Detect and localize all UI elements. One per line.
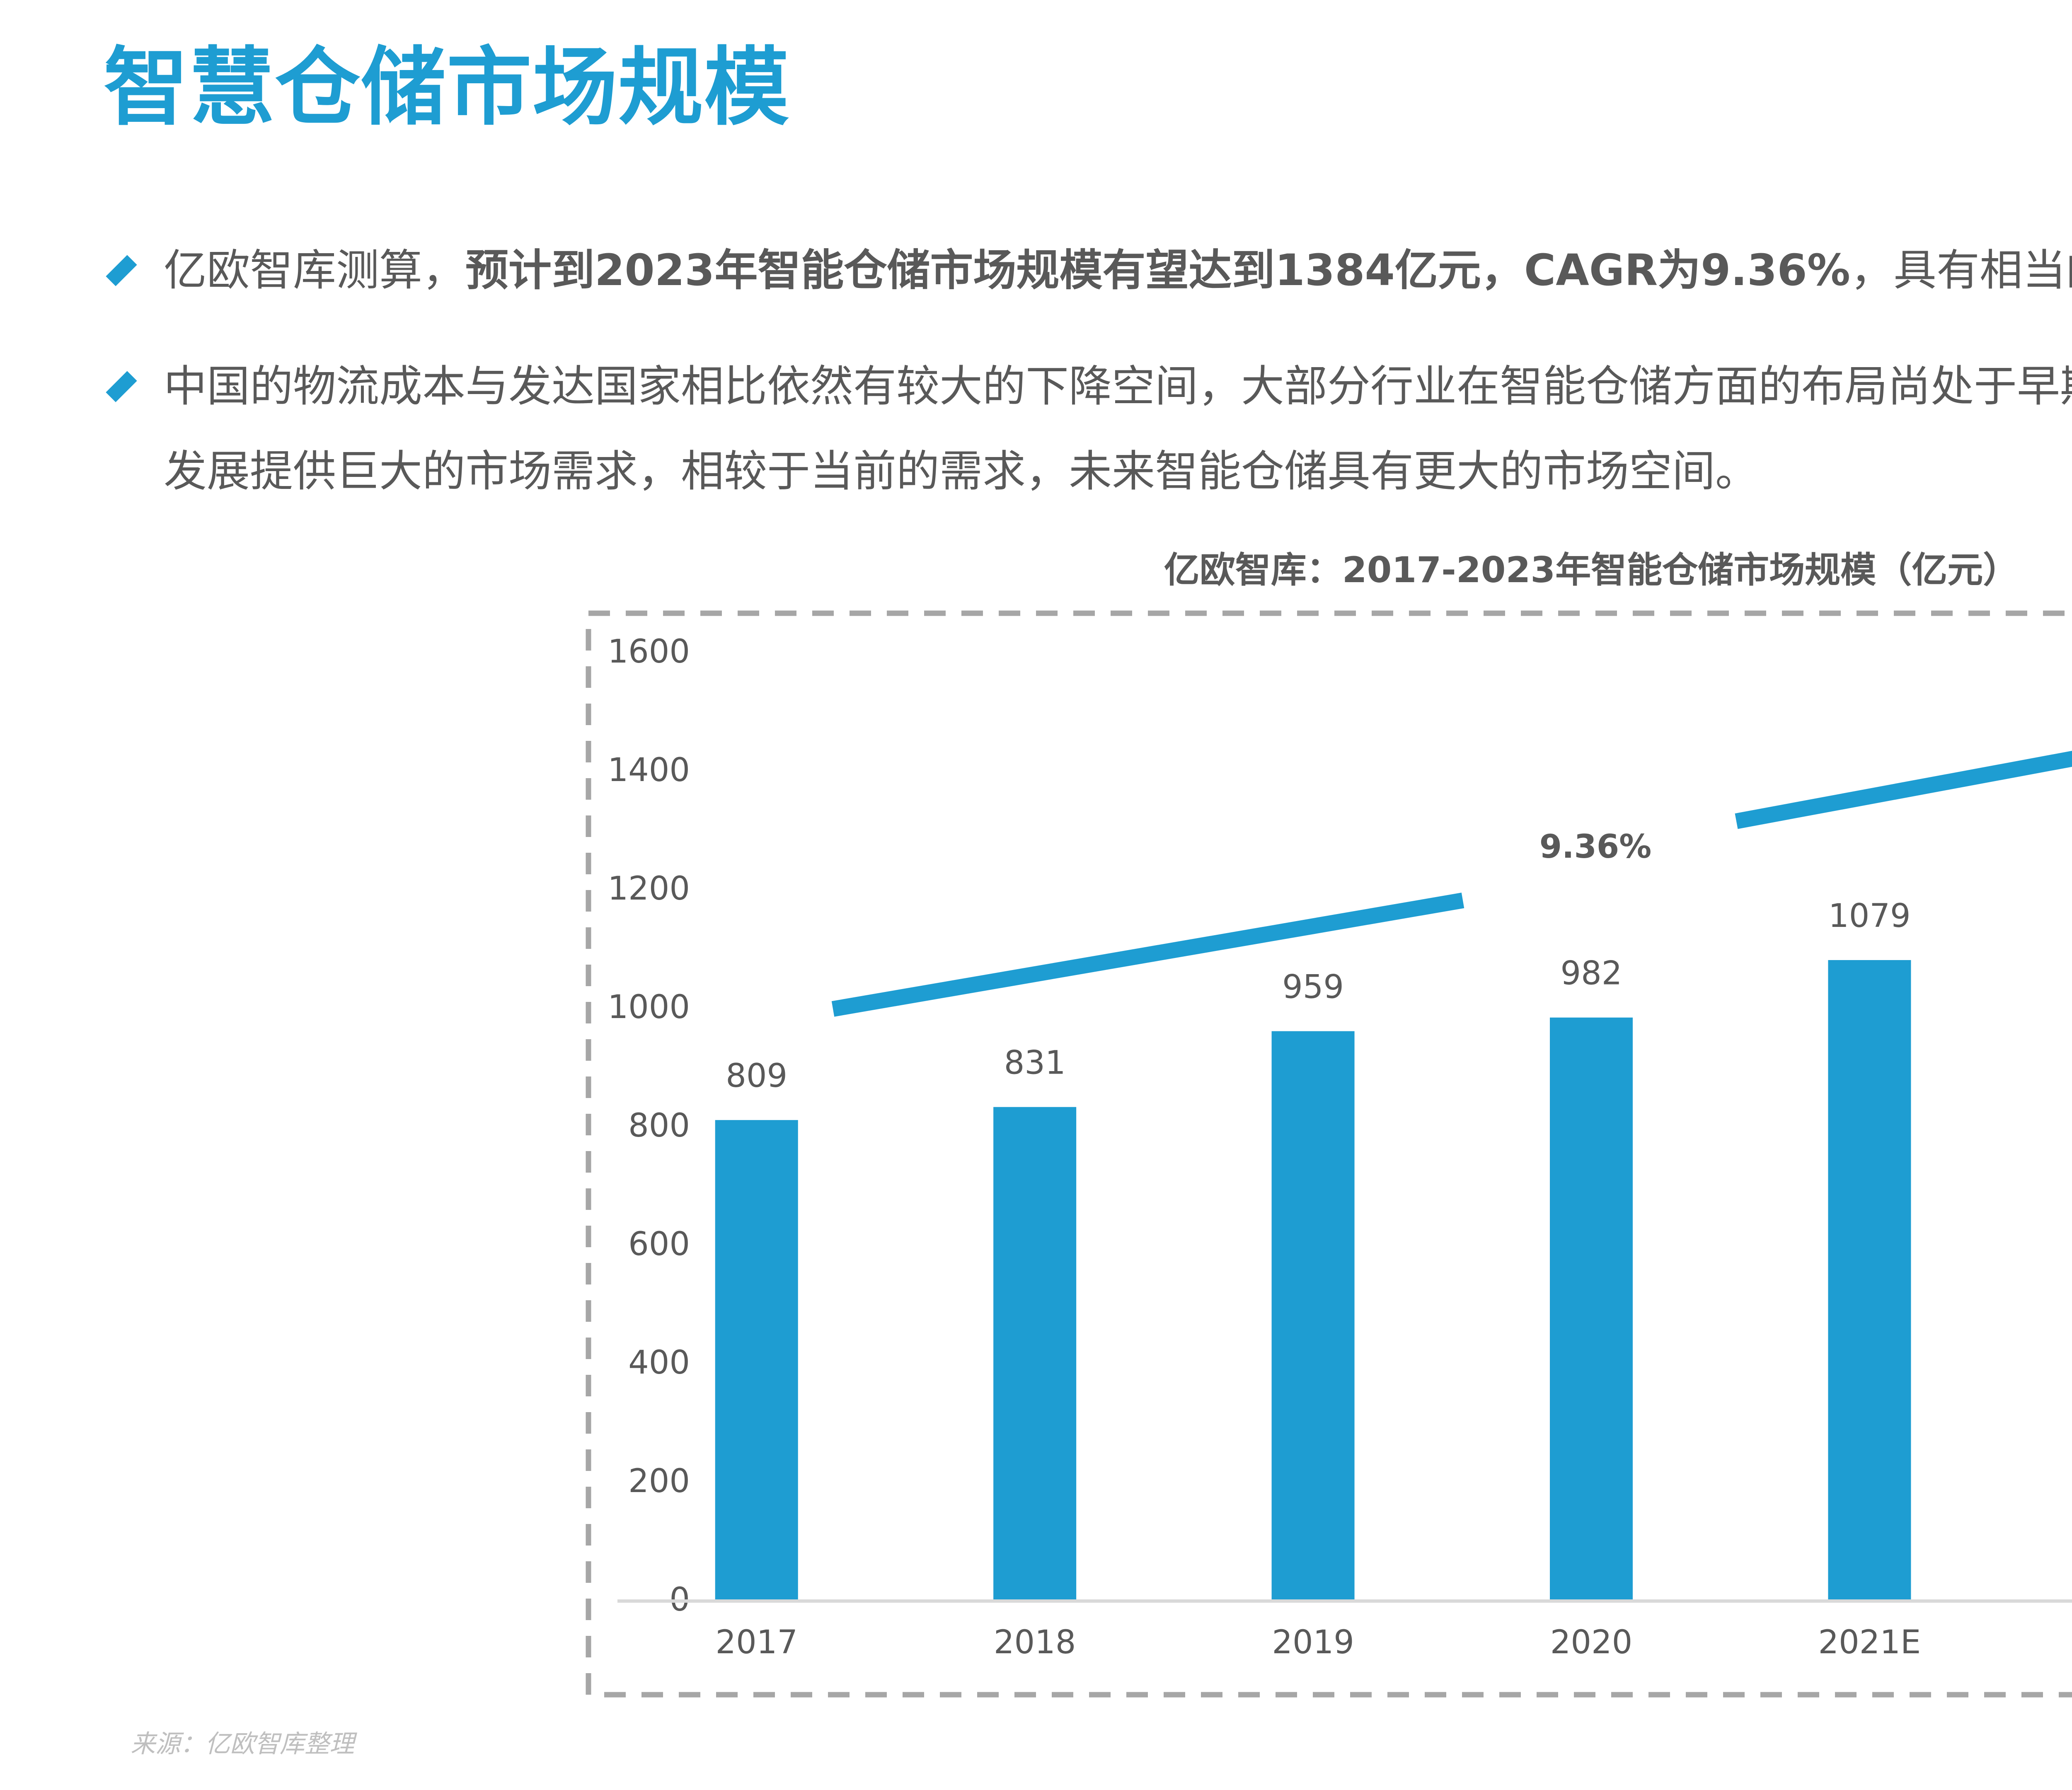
cagr-annotation: 9.36% [1539,828,1652,866]
data-label: 1079 [1828,897,1911,935]
data-label: 959 [1282,969,1344,1006]
bar [993,1107,1077,1599]
x-tick-label: 2019 [1272,1624,1354,1661]
y-tick-label: 1600 [608,633,690,670]
bullet-text-plain: 亿欧智库测算， [164,245,466,295]
data-label: 831 [1004,1045,1066,1082]
y-axis: 02004006008001000120014001600 [608,633,690,1618]
data-labels: 809831959982107912041384 [726,897,1911,1095]
bar-series [715,960,1911,1599]
x-tick-label: 2018 [994,1624,1076,1661]
bar [1828,960,1911,1599]
data-label: 809 [726,1057,787,1095]
bullet-line: 中国的物流成本与发达国家相比依然有较大的下降空间，大部分行业在智能仓储方面的布局… [164,361,2072,411]
bar [1271,1031,1355,1599]
y-tick-label: 1200 [608,870,690,907]
y-tick-label: 600 [628,1226,690,1263]
chart-title: 亿欧智库：2017-2023年智能仓储市场规模（亿元） [1164,549,2019,591]
trend-arrow-segment [831,893,1464,1017]
y-tick-label: 1400 [608,752,690,789]
bullet-item: 亿欧智库测算，预计到2023年智能仓储市场规模有望达到1384亿元，CAGR为9… [106,228,2072,313]
bullet-list: 亿欧智库测算，预计到2023年智能仓储市场规模有望达到1384亿元，CAGR为9… [106,228,2072,514]
y-tick-label: 200 [628,1463,690,1500]
y-tick-label: 800 [628,1107,690,1144]
page-title: 智慧仓储市场规模 [104,39,790,137]
x-axis: 20172018201920202021E2022E2023E [715,1624,1921,1661]
x-tick-label: 2017 [715,1624,798,1661]
bullet-line: 发展提供巨大的市场需求，相较于当前的需求，未来智能仓储具有更大的市场空间。 [164,446,1759,496]
chart-frame [586,610,2072,1698]
bullet-text-bold: 预计到2023年智能仓储市场规模有望达到1384亿元，CAGR为9.36% [465,245,1850,295]
x-tick-label: 2021E [1818,1624,1921,1661]
bar [1550,1017,1633,1599]
data-label: 982 [1561,955,1622,992]
bullet-text-plain: ，具有相当的成长空间。 [1850,245,2072,295]
y-tick-label: 1000 [608,989,690,1026]
trend-arrow [831,750,2072,1017]
trend-arrow-segment [1735,750,2072,829]
bullet-item: 中国的物流成本与发达国家相比依然有较大的下降空间，大部分行业在智能仓储方面的布局… [106,344,2072,514]
x-tick-label: 2020 [1550,1624,1633,1661]
bar [715,1120,798,1599]
y-tick-label: 400 [628,1344,690,1381]
source-note: 来源：亿欧智库整理 [131,1730,354,1759]
